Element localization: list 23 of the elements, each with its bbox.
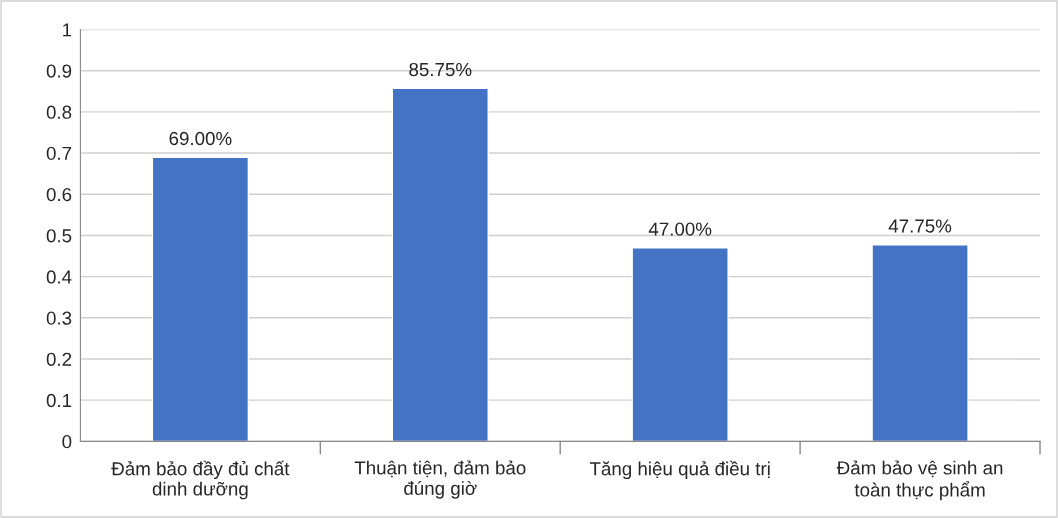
- data-label: 69.00%: [169, 131, 232, 146]
- y-tick-label: 0.3: [46, 311, 72, 325]
- y-tick-label: 1: [63, 23, 72, 37]
- y-tick-label: 0.1: [46, 393, 72, 408]
- bar: [871, 244, 969, 442]
- data-label: 47.75%: [888, 219, 952, 233]
- x-tick-label: Đảm bảo đầy đủ chất dinh dưỡng: [111, 460, 290, 500]
- y-tick-label: 0.5: [46, 229, 72, 243]
- y-tick-label: 0.8: [46, 105, 72, 119]
- y-tick-label: 0.2: [46, 352, 72, 366]
- bar: [151, 156, 250, 442]
- data-label: 47.00%: [648, 222, 712, 236]
- y-tick-label: 0.7: [46, 146, 72, 161]
- x-tick-label: Tăng hiệu quả điều trị: [589, 460, 770, 480]
- y-tick-label: 0: [62, 435, 72, 449]
- bar: [631, 247, 729, 442]
- y-tick-label: 0.6: [46, 187, 72, 202]
- y-tick-label: 0.4: [46, 270, 72, 284]
- data-label: 85.75%: [409, 62, 472, 77]
- x-tick-label: Thuận tiện, đảm bảo đúng giờ: [354, 460, 526, 499]
- bar: [391, 87, 489, 442]
- x-tick-label: Đảm bảo vệ sinh an toàn thực phẩm: [836, 460, 1003, 501]
- y-tick-label: 0.9: [46, 64, 72, 78]
